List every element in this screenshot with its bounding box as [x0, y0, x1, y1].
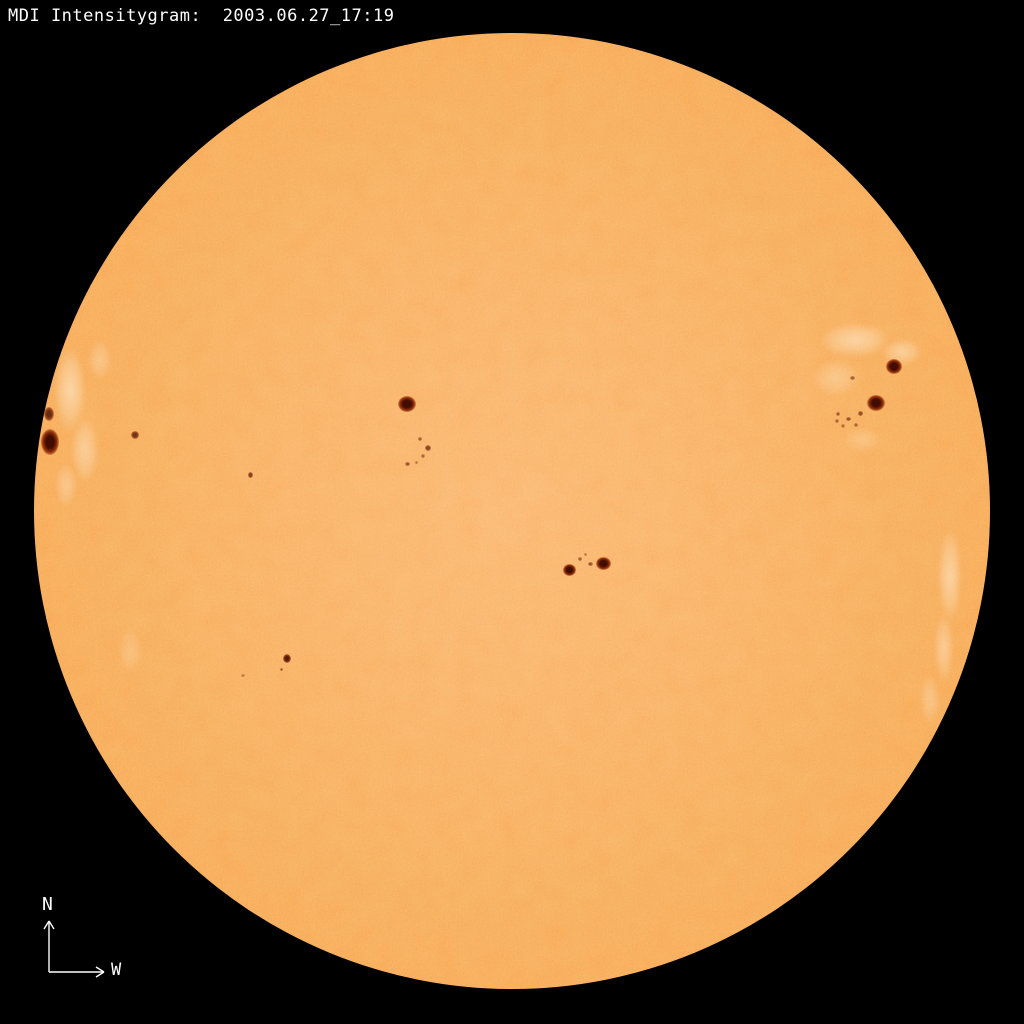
- sunspot: [421, 454, 425, 458]
- sunspot: [583, 552, 587, 556]
- sunspot: [886, 358, 902, 374]
- north-arrowhead-left: [43, 920, 50, 930]
- sunspot: [867, 395, 885, 411]
- sunspot: [587, 562, 593, 566]
- granulation-texture-fine: [34, 33, 990, 989]
- sunspot: [857, 410, 863, 416]
- sunspot: [418, 437, 422, 441]
- sunspot: [841, 424, 845, 428]
- west-arrowhead-top: [95, 966, 105, 973]
- facula-patch: [938, 529, 962, 621]
- sunspot: [414, 460, 418, 464]
- sunspot: [41, 429, 59, 455]
- sunspot: [425, 445, 431, 451]
- facula-patch: [54, 348, 86, 432]
- facula-patch: [55, 463, 77, 507]
- facula-patch: [934, 614, 954, 682]
- image-title: MDI Intensitygram: 2003.06.27_17:19: [8, 6, 395, 26]
- sunspot: [578, 557, 582, 561]
- facula-patch: [844, 428, 880, 452]
- sunspot: [44, 407, 54, 421]
- compass-west-label: W: [111, 960, 122, 980]
- sunspot: [845, 417, 851, 421]
- compass-arrows: [43, 920, 105, 978]
- sunspot: [247, 472, 253, 478]
- facula-patch: [88, 340, 112, 380]
- facula-patch: [71, 418, 99, 482]
- facula-patch: [920, 674, 940, 726]
- sunspot: [398, 396, 416, 412]
- sunspot: [131, 431, 139, 439]
- sunspot: [404, 462, 410, 466]
- sunspot: [849, 376, 855, 380]
- compass-north-label: N: [42, 894, 53, 915]
- sunspot: [854, 423, 858, 427]
- sunspot: [241, 673, 245, 677]
- sunspot: [279, 667, 283, 671]
- west-arrowhead-bottom: [95, 971, 105, 978]
- sunspot: [595, 556, 611, 570]
- sunspot: [835, 419, 839, 423]
- sunspot: [562, 564, 576, 576]
- sunspot: [283, 653, 291, 663]
- sun-disk: [34, 33, 990, 989]
- north-arrowhead-right: [48, 920, 55, 930]
- facula-patch: [118, 628, 142, 672]
- facula-patch: [821, 323, 889, 357]
- sunspot: [836, 412, 840, 416]
